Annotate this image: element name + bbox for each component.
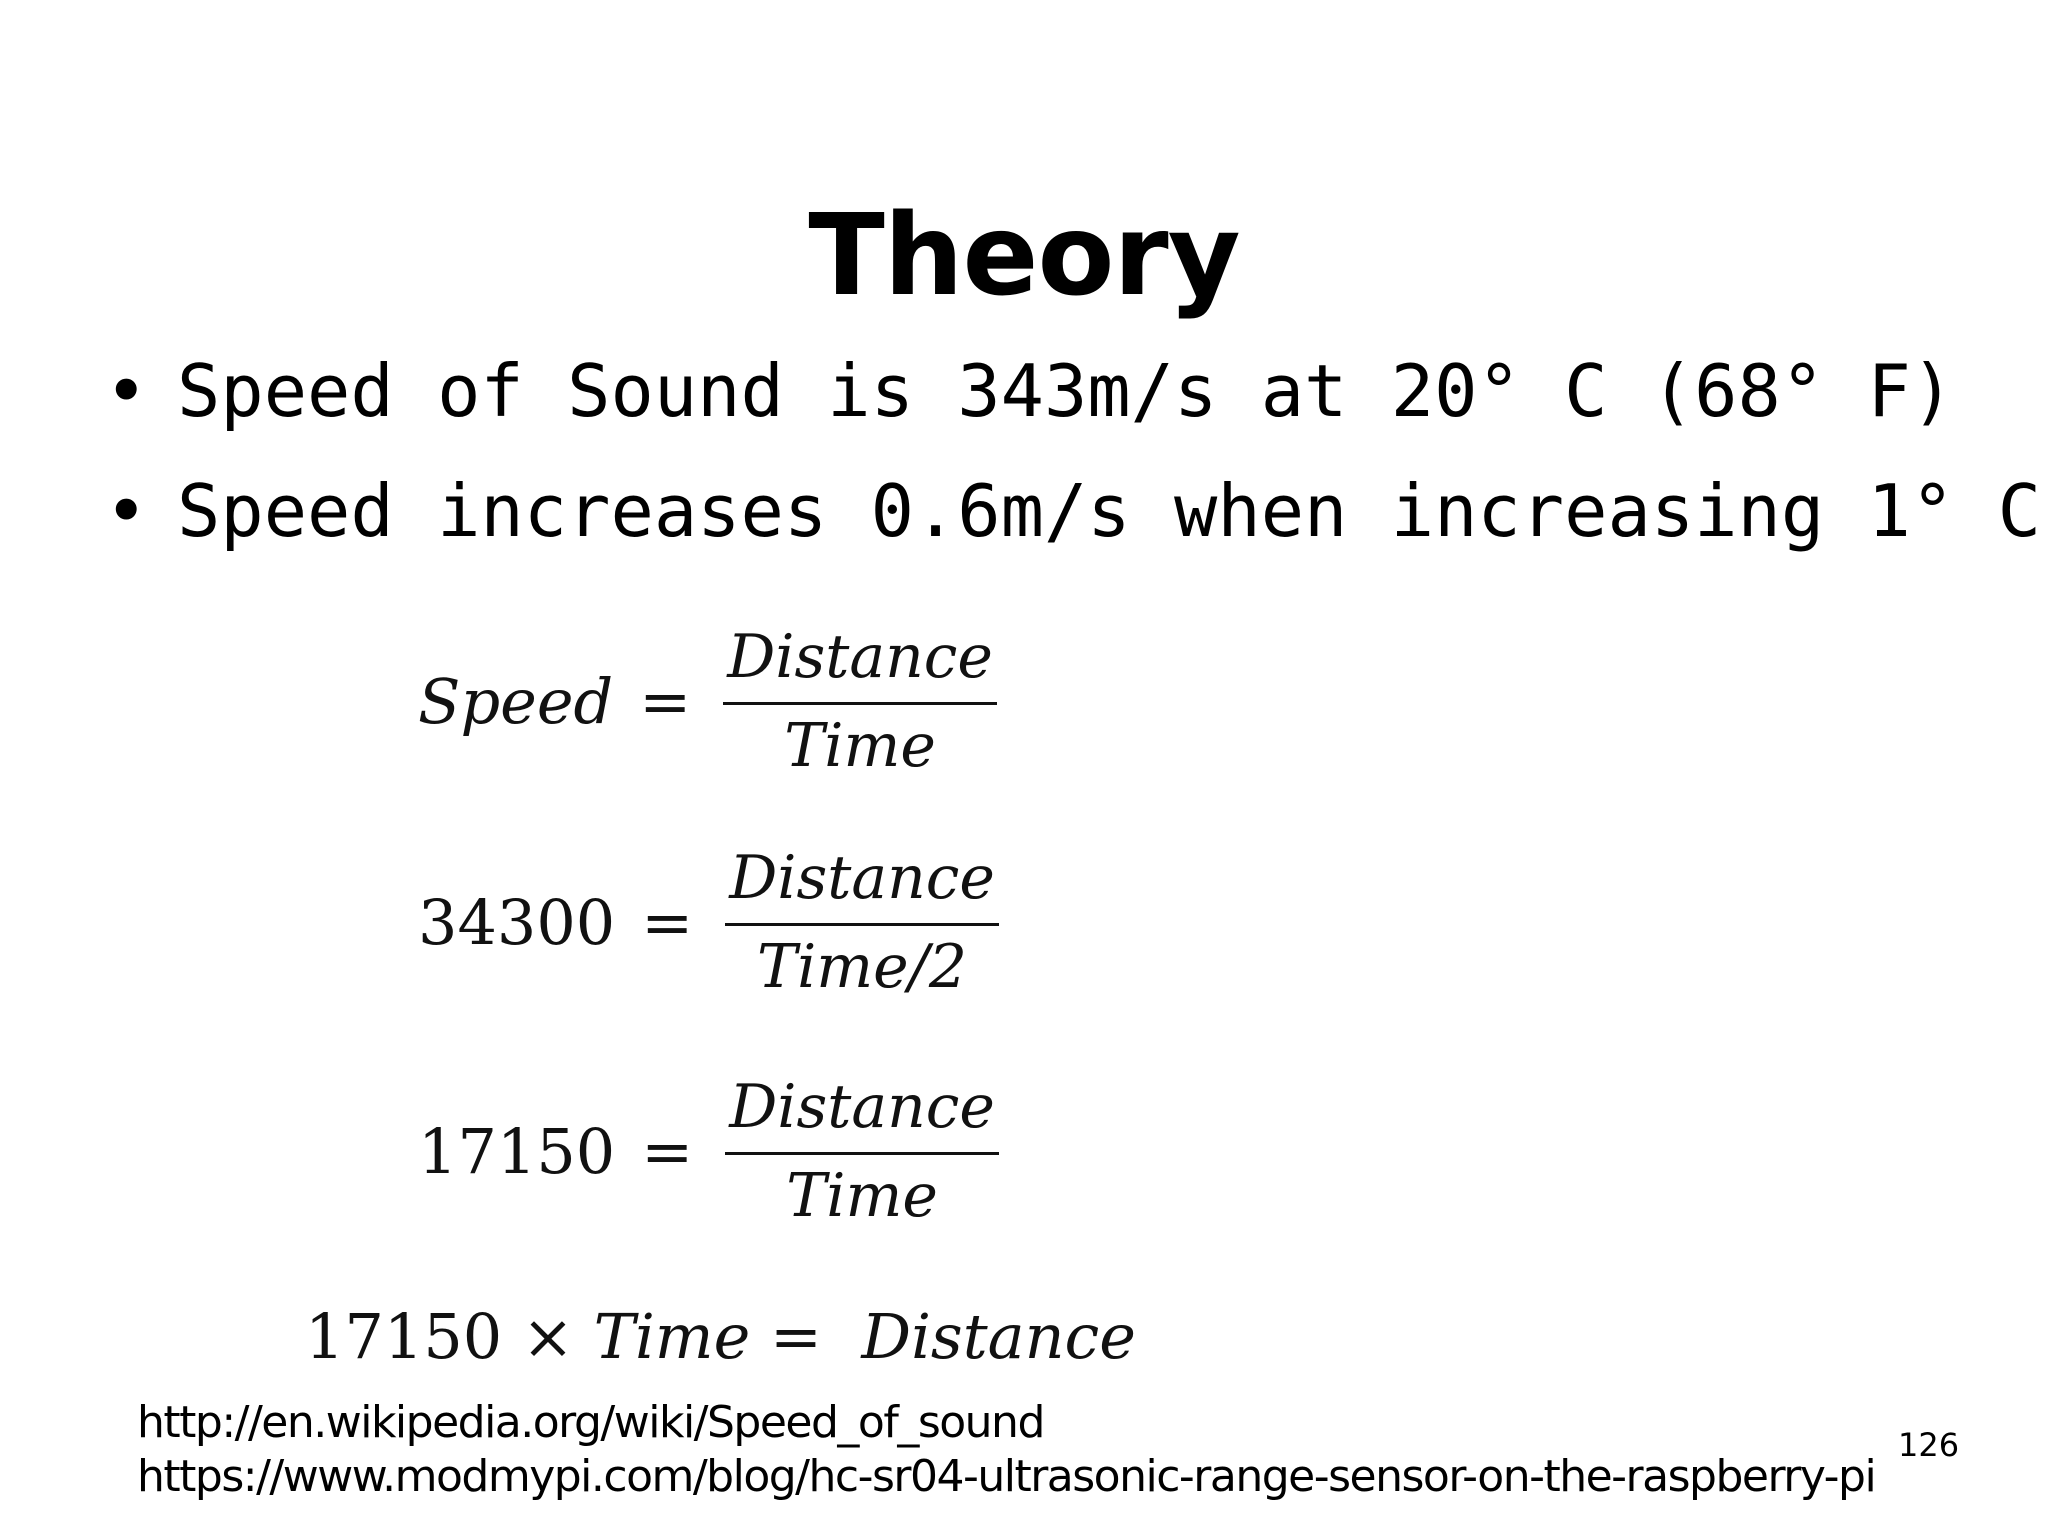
fraction-denominator: Time/2 [757, 932, 968, 1002]
equals-sign: = [641, 886, 694, 959]
fraction-numerator: Distance [729, 843, 995, 913]
equation-speed: Speed = Distance Time [418, 622, 997, 781]
source-link-modmypi[interactable]: https://www.modmypi.com/blog/hc-sr04-ult… [137, 1451, 1877, 1502]
equation-17150: 17150 = Distance Time [418, 1072, 999, 1231]
fraction: Distance Time [725, 1072, 999, 1231]
final-equation: 17150 × Time = Distance [305, 1300, 1136, 1373]
equation-lhs: Speed [418, 665, 614, 738]
fraction: Distance Time [723, 622, 997, 781]
fraction-bar [725, 1152, 999, 1155]
equals-sign: = [639, 665, 692, 738]
fraction-bar [725, 923, 999, 926]
bullet-text: Speed increases 0.6m/s when increasing 1… [177, 469, 2041, 553]
times-sign: × [521, 1300, 574, 1373]
equals-sign: = [641, 1115, 694, 1188]
fraction-denominator: Time [784, 711, 936, 781]
fraction-numerator: Distance [729, 1072, 995, 1142]
page-number: 126 [1898, 1426, 1960, 1464]
slide-title: Theory [808, 191, 1240, 322]
final-factor: 17150 [305, 1300, 503, 1373]
bullet-speed-of-sound: • Speed of Sound is 343m/s at 20° C (68° … [105, 355, 2041, 475]
fraction-bar [723, 702, 997, 705]
equation-lhs: 17150 [418, 1115, 616, 1188]
bullet-speed-increase: • Speed increases 0.6m/s when increasing … [105, 475, 2041, 595]
final-result: Distance [861, 1300, 1136, 1373]
source-link-wikipedia[interactable]: http://en.wikipedia.org/wiki/Speed_of_so… [137, 1397, 1045, 1448]
bullet-text: Speed of Sound is 343m/s at 20° C (68° F… [177, 349, 1955, 433]
equals-sign: = [770, 1300, 822, 1373]
bullet-dot: • [105, 469, 148, 553]
fraction: Distance Time/2 [725, 843, 999, 1002]
source-links: http://en.wikipedia.org/wiki/Speed_of_so… [137, 1396, 1877, 1504]
equation-34300: 34300 = Distance Time/2 [418, 843, 999, 1002]
equation-lhs: 34300 [418, 886, 616, 959]
fraction-numerator: Distance [727, 622, 993, 692]
bullet-list: • Speed of Sound is 343m/s at 20° C (68° … [105, 355, 2041, 595]
bullet-dot: • [105, 349, 148, 433]
final-variable: Time [593, 1300, 751, 1373]
fraction-denominator: Time [786, 1161, 938, 1231]
